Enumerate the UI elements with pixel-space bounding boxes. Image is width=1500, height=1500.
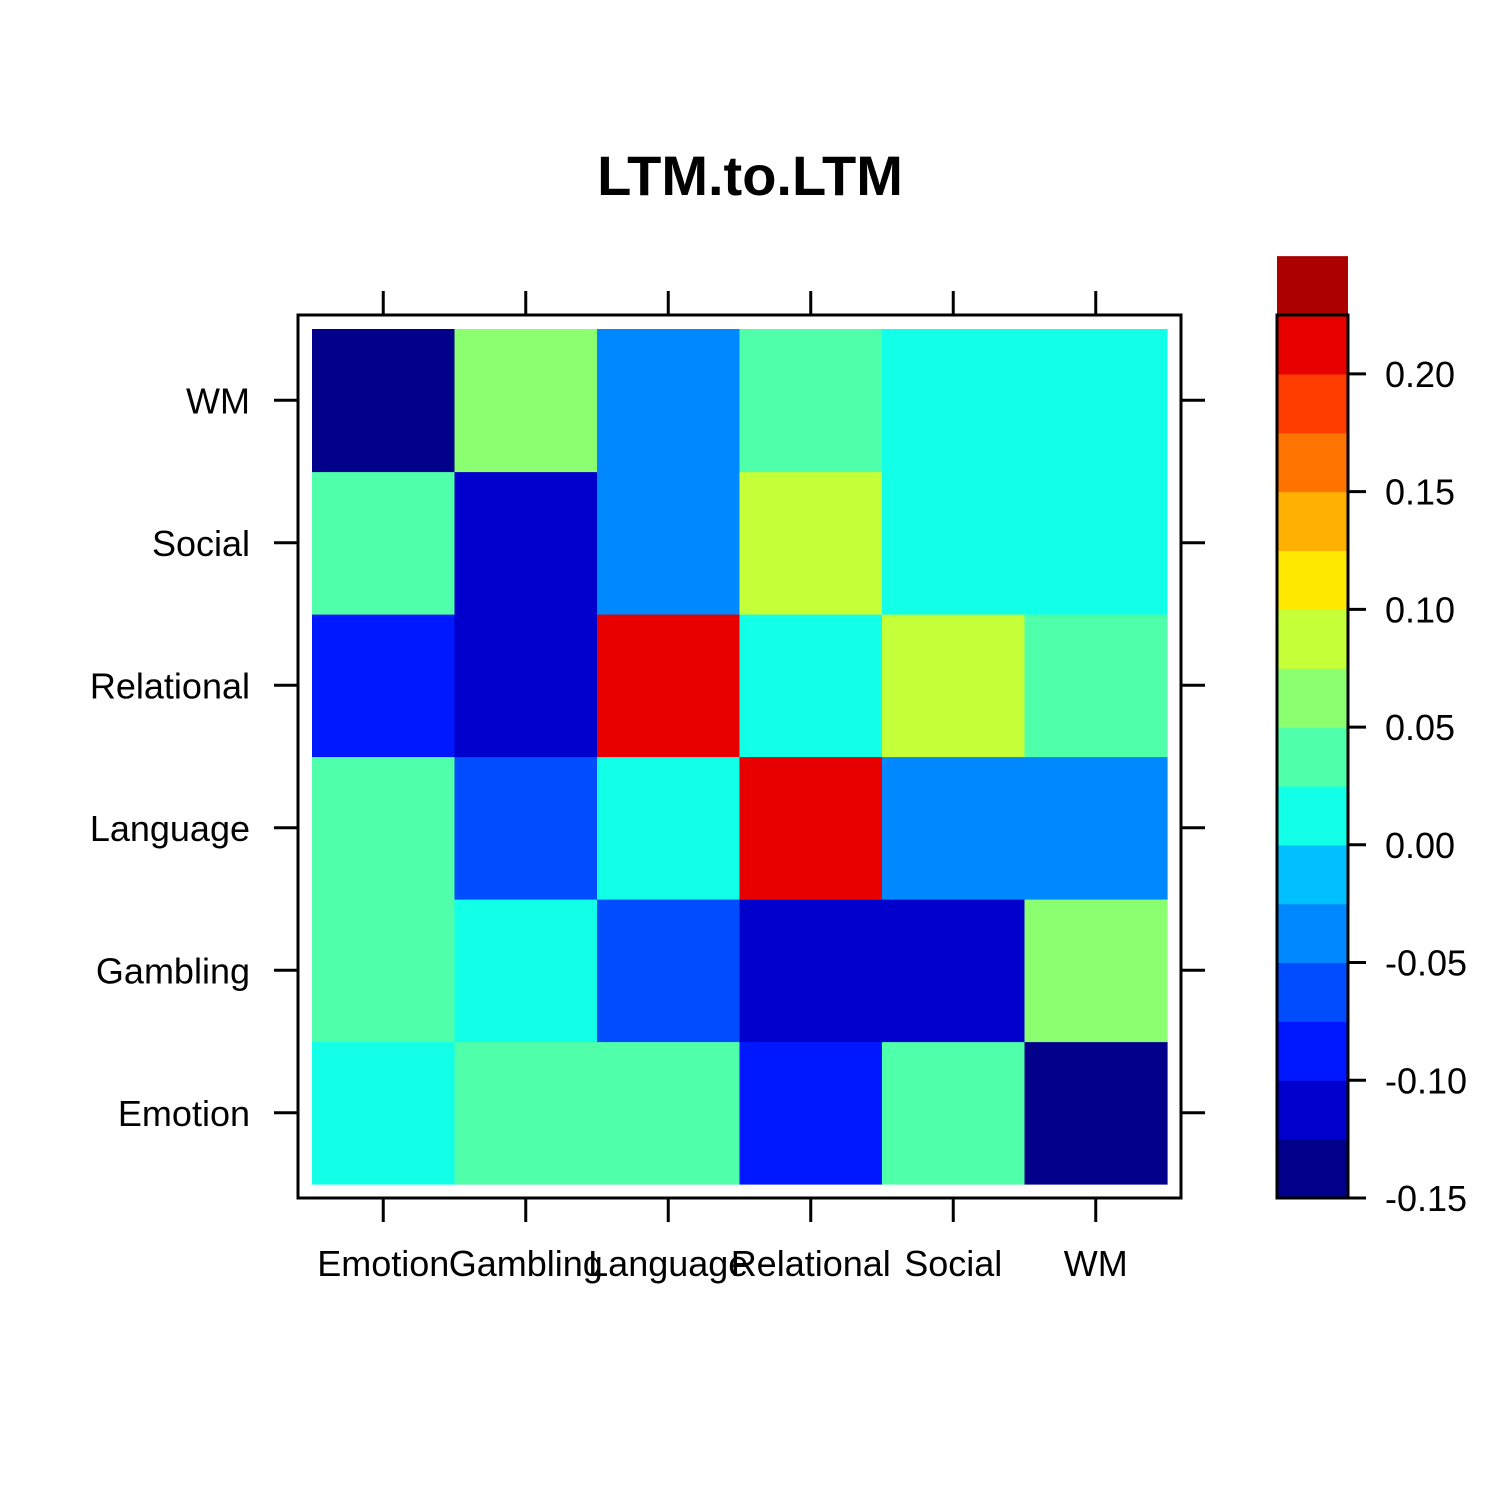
cell-emotion-emotion	[312, 1041, 456, 1185]
y-tick-label-emotion: Emotion	[118, 1093, 250, 1134]
cell-relational-social	[882, 614, 1026, 758]
x-tick-label-language: Language	[588, 1243, 748, 1284]
colorbar-bin	[1277, 315, 1348, 375]
colorbar-tick-label: 0.05	[1385, 707, 1455, 748]
x-tick-label-social: Social	[904, 1243, 1002, 1284]
cell-emotion-relational	[739, 1041, 883, 1185]
cell-gambling-gambling	[454, 899, 598, 1043]
colorbar-bin	[1277, 785, 1348, 846]
colorbar-frame	[1275, 313, 1350, 1200]
cell-social-wm	[1024, 471, 1168, 615]
cell-relational-relational	[739, 614, 883, 758]
colorbar-tick-label: 0.10	[1385, 589, 1455, 630]
colorbar-bin	[1277, 550, 1348, 610]
cell-emotion-social	[882, 1041, 1026, 1185]
cell-wm-wm	[1024, 329, 1168, 473]
colorbar-bin	[1277, 432, 1348, 493]
cell-social-gambling	[454, 471, 598, 615]
y-tick-label-social: Social	[152, 523, 250, 564]
colorbar-bin	[1277, 1080, 1348, 1140]
x-tick-label-emotion: Emotion	[317, 1243, 449, 1284]
cell-wm-language	[597, 329, 741, 473]
cell-emotion-wm	[1024, 1041, 1168, 1185]
x-tick-label-relational: Relational	[731, 1243, 891, 1284]
cell-wm-emotion	[312, 329, 456, 473]
y-tick-label-relational: Relational	[90, 665, 250, 706]
cell-gambling-emotion	[312, 899, 456, 1043]
cell-social-language	[597, 471, 741, 615]
cell-language-language	[597, 756, 741, 900]
cell-gambling-social	[882, 899, 1026, 1043]
colorbar-bin	[1277, 668, 1348, 728]
colorbar-tick-label: -0.15	[1385, 1178, 1467, 1219]
heatmap-cells	[312, 329, 1168, 1185]
y-tick-label-wm: WM	[186, 380, 250, 421]
cell-relational-emotion	[312, 614, 456, 758]
x-tick-label-wm: WM	[1064, 1243, 1128, 1284]
cell-social-emotion	[312, 471, 456, 615]
y-tick-label-gambling: Gambling	[96, 950, 250, 991]
cell-wm-gambling	[454, 329, 598, 473]
cell-emotion-gambling	[454, 1041, 598, 1185]
cell-language-relational	[739, 756, 883, 900]
cell-language-social	[882, 756, 1026, 900]
colorbar-bin	[1277, 1021, 1348, 1081]
colorbar-bin	[1277, 609, 1348, 669]
cell-wm-social	[882, 329, 1026, 473]
cell-relational-language	[597, 614, 741, 758]
cell-language-emotion	[312, 756, 456, 900]
colorbar-tick-label: -0.10	[1385, 1060, 1467, 1101]
colorbar-bin	[1277, 491, 1348, 552]
chart-title: LTM.to.LTM	[597, 144, 903, 207]
colorbar-tick-label: -0.05	[1385, 943, 1467, 984]
colorbar-bin	[1277, 1139, 1348, 1199]
colorbar-tick-label: 0.00	[1385, 825, 1455, 866]
colorbar-tick-label: 0.15	[1385, 472, 1455, 513]
cell-language-wm	[1024, 756, 1168, 900]
cell-gambling-relational	[739, 899, 883, 1043]
colorbar: -0.15 -0.10 -0.05 0.00 0.05 0.10 0.15 0.20	[1275, 256, 1467, 1219]
colorbar-bin	[1277, 727, 1348, 787]
cell-language-gambling	[454, 756, 598, 900]
cell-wm-relational	[739, 329, 883, 473]
x-tick-label-gambling: Gambling	[449, 1243, 603, 1284]
colorbar-bin	[1277, 903, 1348, 964]
cell-social-relational	[739, 471, 883, 615]
y-tick-label-language: Language	[90, 808, 250, 849]
colorbar-bin	[1277, 373, 1348, 434]
cell-emotion-language	[597, 1041, 741, 1185]
cell-relational-wm	[1024, 614, 1168, 758]
cell-social-social	[882, 471, 1026, 615]
colorbar-tick-label: 0.20	[1385, 354, 1455, 395]
colorbar-bin	[1277, 844, 1348, 905]
cell-gambling-wm	[1024, 899, 1168, 1043]
cell-gambling-language	[597, 899, 741, 1043]
cell-relational-gambling	[454, 614, 598, 758]
colorbar-bin	[1277, 256, 1348, 316]
colorbar-bin	[1277, 962, 1348, 1022]
plot-frame	[296, 313, 1183, 1200]
